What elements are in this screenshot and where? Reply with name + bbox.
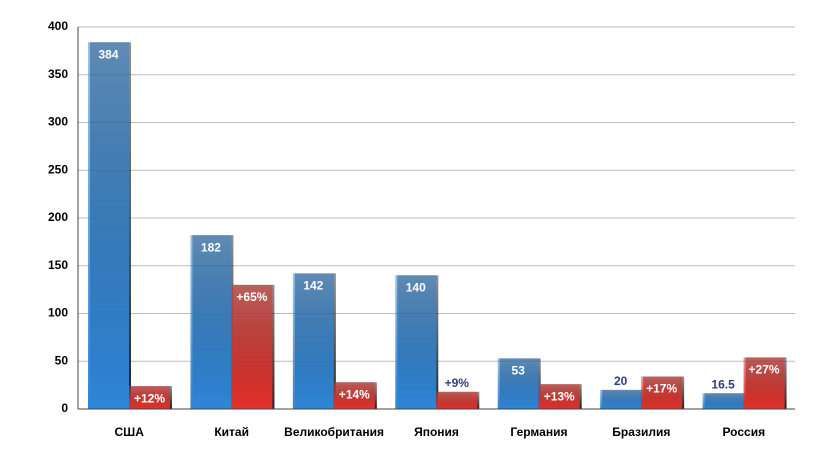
data-label: 140 [406, 280, 426, 294]
data-label: +17% [646, 382, 677, 396]
bar [497, 358, 539, 409]
x-tick-label: Россия [722, 425, 765, 439]
bar [333, 382, 375, 409]
data-label: 20 [614, 374, 628, 388]
bar [600, 389, 642, 409]
data-label: 16.5 [711, 377, 735, 391]
y-tick-label: 150 [48, 258, 68, 272]
data-label: 182 [201, 240, 221, 254]
data-label: +65% [236, 290, 267, 304]
bar [88, 42, 129, 409]
x-tick-label: Германия [510, 425, 567, 439]
x-tick-label: Бразилия [612, 425, 670, 439]
y-tick-label: 250 [48, 162, 68, 176]
data-label: +14% [339, 387, 370, 401]
y-tick-label: 0 [61, 401, 68, 415]
data-label: +13% [544, 389, 575, 403]
y-tick-label: 200 [48, 210, 68, 224]
y-tick-label: 350 [48, 67, 68, 81]
bar [702, 393, 744, 409]
y-tick-label: 400 [48, 19, 68, 33]
data-label: +27% [749, 363, 780, 377]
data-label: +12% [134, 391, 165, 405]
y-tick-label: 50 [55, 353, 69, 367]
data-label: 384 [98, 47, 118, 61]
bar [231, 284, 273, 409]
bar [129, 386, 170, 409]
y-tick-label: 100 [48, 306, 68, 320]
data-label: 53 [512, 364, 526, 378]
bar [395, 275, 437, 409]
data-label: +9% [445, 376, 470, 390]
bar [292, 273, 334, 409]
x-tick-label: Япония [414, 425, 459, 439]
x-tick-label: Великобритания [284, 425, 384, 439]
bar [436, 391, 478, 409]
bar [538, 384, 580, 409]
x-tick-label: США [115, 425, 145, 439]
bar [641, 376, 683, 409]
x-tick-label: Китай [214, 425, 249, 439]
bar [190, 235, 232, 409]
data-label: 142 [303, 279, 323, 293]
bar [743, 357, 785, 409]
y-tick-label: 300 [48, 115, 68, 129]
